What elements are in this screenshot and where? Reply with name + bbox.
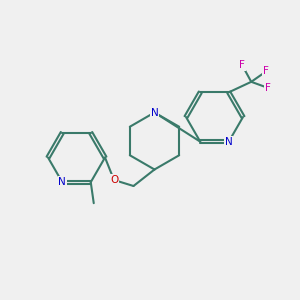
Text: F: F xyxy=(239,60,245,70)
Text: F: F xyxy=(265,83,271,93)
Text: F: F xyxy=(263,66,269,76)
Text: N: N xyxy=(151,107,158,118)
Text: N: N xyxy=(58,177,66,187)
Text: O: O xyxy=(110,175,118,185)
Text: N: N xyxy=(225,137,232,147)
